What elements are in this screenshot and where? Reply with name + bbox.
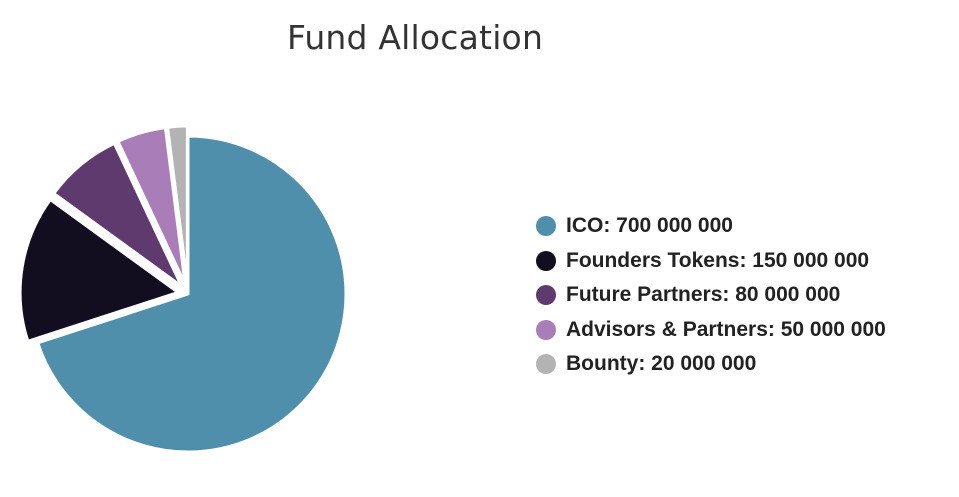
legend-label-founders-tokens: Founders Tokens: 150 000 000 [566, 248, 870, 272]
legend-marker-ico [536, 216, 556, 237]
legend-marker-advisors-partners [536, 319, 556, 340]
pie-slice-founders-tokens[interactable] [18, 198, 180, 343]
legend-label-future-partners: Future Partners: 80 000 000 [566, 283, 841, 307]
legend-item-founders-tokens[interactable]: Founders Tokens: 150 000 000 [536, 244, 886, 279]
legend-item-future-partners[interactable]: Future Partners: 80 000 000 [536, 278, 886, 313]
pie-slice-bounty[interactable] [166, 124, 189, 286]
pie-slices [18, 124, 348, 454]
pie-slice-future-partners[interactable] [52, 141, 184, 288]
chart-title: Fund Allocation [286, 18, 544, 57]
pie-slice-advisors-partners[interactable] [116, 126, 187, 286]
legend: ICO: 700 000 000 Founders Tokens: 150 00… [536, 209, 886, 382]
legend-marker-bounty [536, 354, 556, 375]
legend-marker-future-partners [536, 285, 556, 306]
legend-marker-founders-tokens [536, 250, 556, 271]
legend-label-bounty: Bounty: 20 000 000 [566, 352, 757, 376]
legend-item-ico[interactable]: ICO: 700 000 000 [536, 209, 886, 244]
legend-label-ico: ICO: 700 000 000 [566, 214, 733, 238]
legend-item-advisors-partners[interactable]: Advisors & Partners: 50 000 000 [536, 313, 886, 348]
pie-slice-ico[interactable] [36, 134, 348, 454]
legend-label-advisors-partners: Advisors & Partners: 50 000 000 [566, 317, 886, 341]
legend-item-bounty[interactable]: Bounty: 20 000 000 [536, 347, 886, 382]
